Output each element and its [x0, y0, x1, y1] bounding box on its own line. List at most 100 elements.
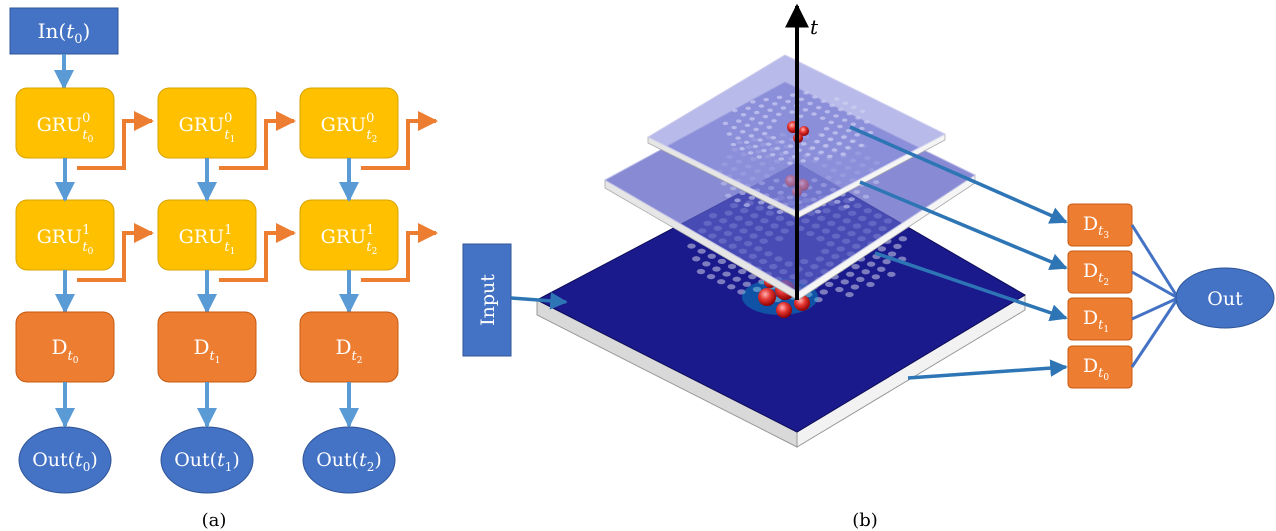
- detector-label: Dt1: [1083, 307, 1109, 335]
- crystal-hole: [752, 286, 762, 292]
- crystal-hole: [813, 156, 820, 161]
- crystal-hole: [789, 93, 796, 97]
- crystal-hole: [840, 279, 849, 285]
- gru-cell-label: GRU0 t0: [37, 111, 94, 145]
- crystal-hole: [742, 281, 752, 287]
- recurrent-arrow: [361, 111, 438, 170]
- crystal-hole: [820, 99, 827, 103]
- caption-a: (a): [202, 510, 227, 531]
- crystal-hole: [840, 152, 846, 156]
- crystal-hole: [835, 286, 844, 293]
- crystal-hole: [866, 281, 875, 288]
- input-box: [462, 243, 512, 357]
- crystal-hole: [687, 243, 696, 249]
- crystal-hole: [779, 140, 785, 144]
- crystal-hole: [776, 95, 783, 100]
- time-axis-label: t: [810, 15, 819, 39]
- gru-cell-label: GRU1 t2: [321, 223, 378, 257]
- crystal-hole: [720, 181, 728, 186]
- recurrent-arrow: [361, 223, 438, 282]
- crystal-hole: [787, 144, 794, 148]
- crystal-hole: [853, 189, 860, 194]
- crystal-hole: [743, 203, 751, 208]
- crystal-hole: [819, 289, 829, 295]
- input-box: [9, 7, 119, 55]
- field-hotspot-icon: [799, 126, 809, 136]
- crystal-hole: [739, 191, 746, 196]
- crystal-hole: [789, 110, 795, 114]
- layer-1-to-detector: [859, 180, 1068, 271]
- crystal-hole: [748, 134, 755, 138]
- crystal-hole: [834, 199, 841, 204]
- crystal-hole: [717, 258, 727, 264]
- crystal-hole: [771, 119, 777, 123]
- crystal-hole: [845, 271, 855, 277]
- crystal-hole: [861, 269, 870, 275]
- crystal-hole: [841, 135, 847, 139]
- crystal-hole: [814, 139, 821, 144]
- gru-cell-label: GRU1 t0: [37, 223, 94, 257]
- crystal-hole: [778, 157, 785, 161]
- crystal-hole: [770, 136, 777, 140]
- crystal-hole: [850, 284, 860, 290]
- crystal-hole: [893, 243, 902, 249]
- crystal-hole: [877, 266, 886, 272]
- crystal-hole: [882, 259, 891, 265]
- crystal-hole: [780, 106, 787, 110]
- input-label: In(t0): [38, 19, 91, 47]
- detector-to-output-line: [1131, 296, 1179, 321]
- decoder-label: Dt2: [335, 335, 362, 366]
- crystal-hole: [818, 150, 825, 154]
- crystal-hole: [747, 151, 754, 155]
- crystal-hole: [848, 197, 855, 202]
- crystal-hole: [859, 109, 866, 114]
- gru-cell-label: GRU0 t1: [179, 111, 236, 145]
- crystal-hole: [797, 114, 804, 119]
- crystal-hole: [798, 97, 805, 102]
- crystal-hole: [724, 193, 732, 198]
- crystal-hole: [767, 205, 774, 210]
- crystal-hole: [706, 273, 716, 280]
- crystal-hole: [831, 148, 838, 152]
- detector-label: Dt2: [1083, 260, 1109, 288]
- crystal-hole: [734, 198, 741, 203]
- output-ellipse: [160, 426, 254, 494]
- crystal-hole: [787, 161, 793, 165]
- crystal-hole: [697, 248, 706, 254]
- recurrent-arrow: [219, 111, 296, 170]
- crystal-hole: [730, 186, 737, 191]
- decoder-label: Dt1: [193, 335, 220, 366]
- crystal-hole: [727, 263, 737, 270]
- crystal-hole: [726, 132, 733, 136]
- crystal-hole: [739, 129, 746, 134]
- crystal-hole: [783, 150, 789, 155]
- detector-label: Dt3: [1083, 213, 1109, 241]
- crystal-hole: [735, 136, 741, 140]
- crystal-hole: [748, 195, 756, 200]
- gru-cell-label: GRU1 t1: [179, 223, 236, 257]
- crystal-hole: [757, 138, 763, 142]
- detector-to-output-line: [1131, 270, 1179, 300]
- crystal-hole: [833, 114, 839, 118]
- crystal-hole: [785, 99, 791, 104]
- crystal-hole: [758, 200, 765, 205]
- output-label: Out: [1207, 288, 1243, 310]
- crystal-hole: [858, 143, 864, 148]
- crystal-hole: [771, 102, 778, 106]
- crystal-hole: [753, 127, 759, 132]
- crystal-hole: [819, 133, 825, 137]
- crystal-hole: [887, 271, 896, 277]
- crystal-hole: [774, 146, 781, 151]
- crystal-hole: [814, 297, 823, 303]
- crystal-hole: [823, 127, 830, 131]
- crystal-hole: [845, 291, 854, 298]
- crystal-hole: [702, 261, 711, 267]
- crystal-hole: [846, 111, 853, 116]
- crystal-hole: [735, 119, 742, 123]
- crystal-hole: [727, 284, 736, 290]
- crystal-hole: [749, 117, 755, 121]
- crystal-hole: [819, 116, 826, 120]
- crystal-hole: [866, 261, 876, 267]
- output-ellipse: [302, 426, 396, 494]
- crystal-hole: [800, 159, 807, 163]
